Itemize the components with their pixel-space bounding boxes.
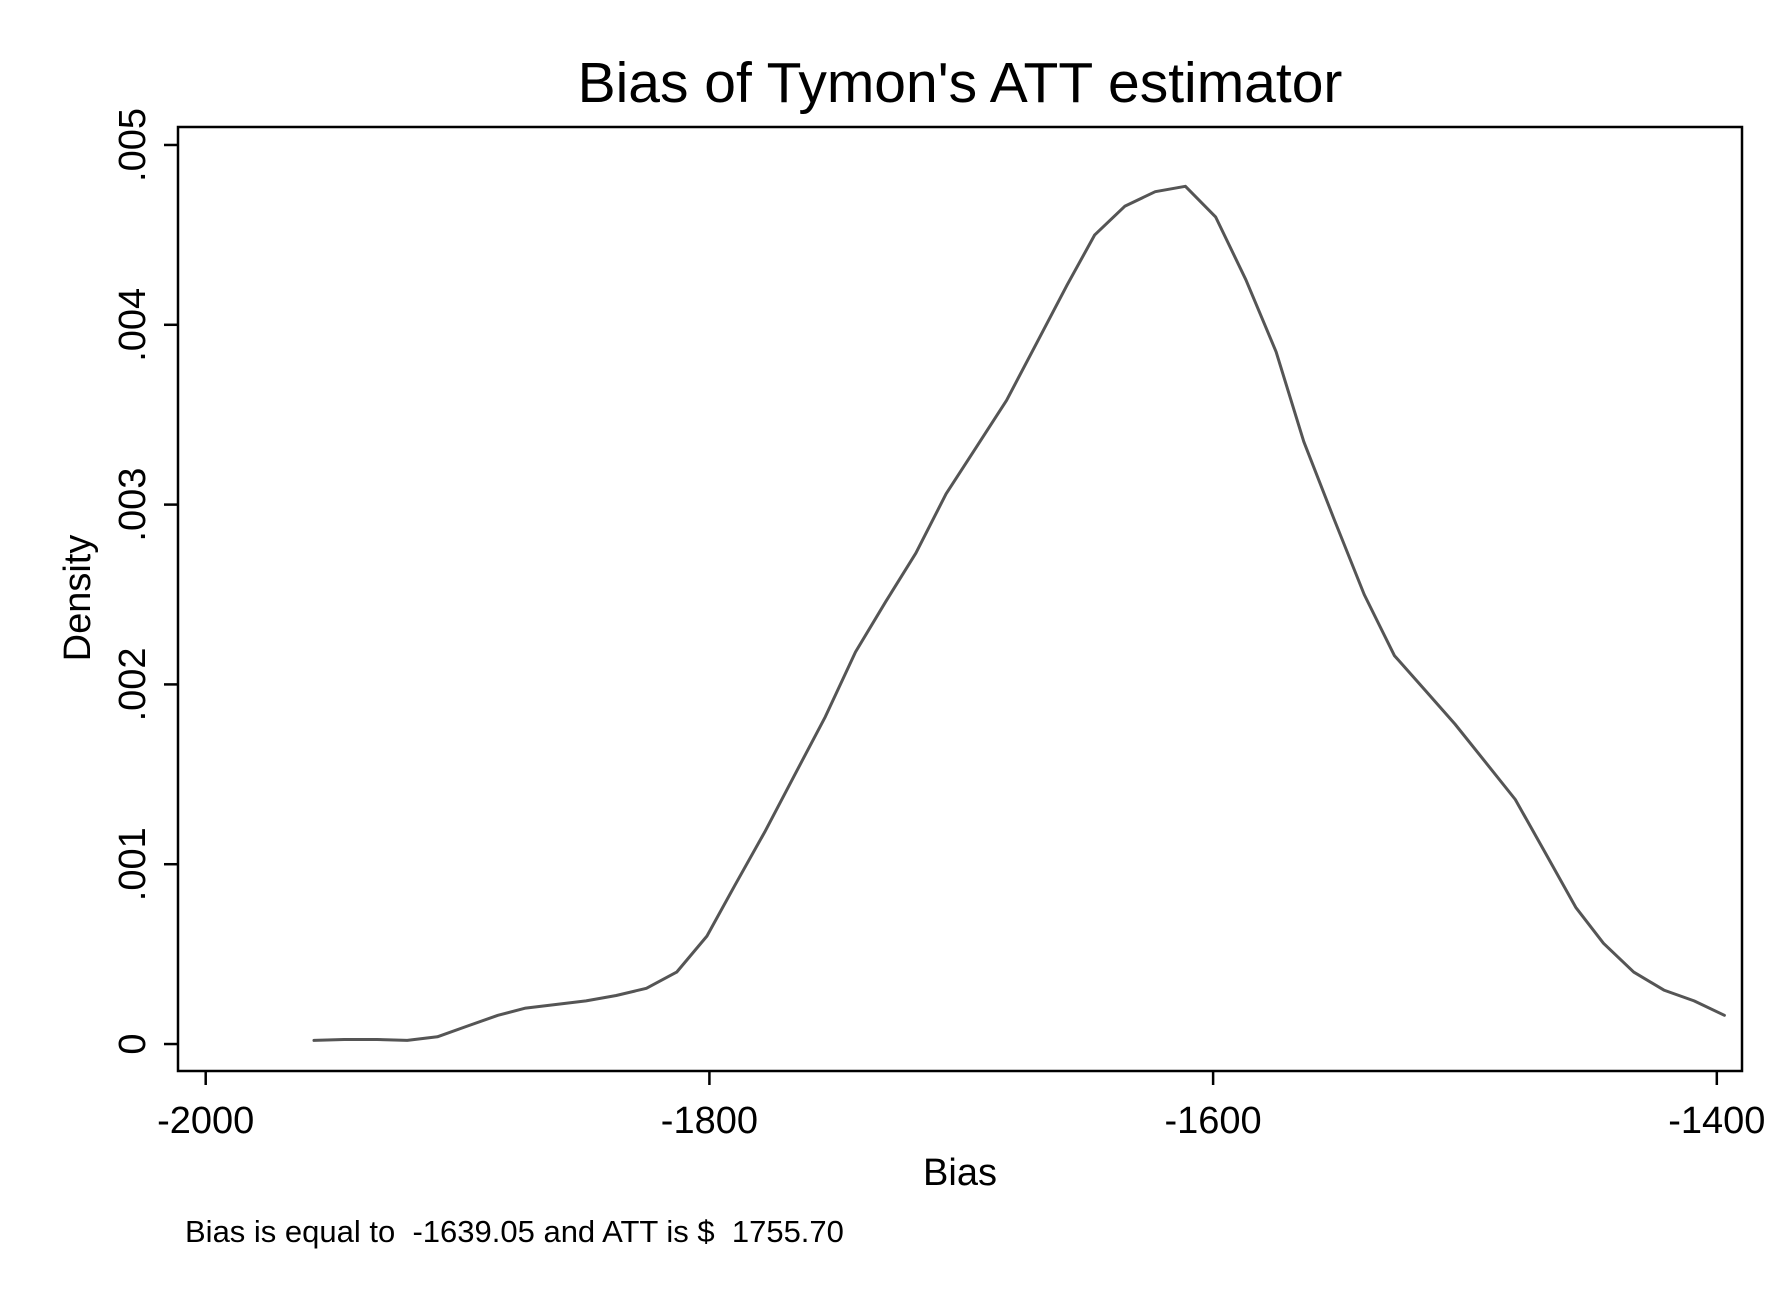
y-tick-label: .004 (112, 288, 154, 362)
x-tick-label: -1800 (661, 1100, 758, 1142)
y-tick-label: .003 (112, 468, 154, 542)
x-tick-label: -1600 (1165, 1100, 1262, 1142)
y-axis-label: Density (57, 535, 99, 662)
x-tick-label: -2000 (157, 1100, 254, 1142)
y-axis: 0 .001 .002 .003 .004 .005 (112, 108, 178, 1055)
y-tick-label: .001 (112, 827, 154, 901)
x-axis-label: Bias (923, 1152, 997, 1194)
chart-title: Bias of Tymon's ATT estimator (578, 51, 1343, 115)
density-line (312, 184, 1726, 1042)
x-axis: -2000 -1800 -1600 -1400 (157, 1071, 1765, 1142)
chart-note: Bias is equal to -1639.05 and ATT is $ 1… (185, 1214, 844, 1249)
plot-frame (176, 125, 1744, 1073)
y-tick-label: .005 (112, 108, 154, 182)
y-tick-label: 0 (112, 1033, 154, 1054)
x-tick-label: -1400 (1668, 1100, 1765, 1142)
y-tick-label: .002 (112, 647, 154, 721)
